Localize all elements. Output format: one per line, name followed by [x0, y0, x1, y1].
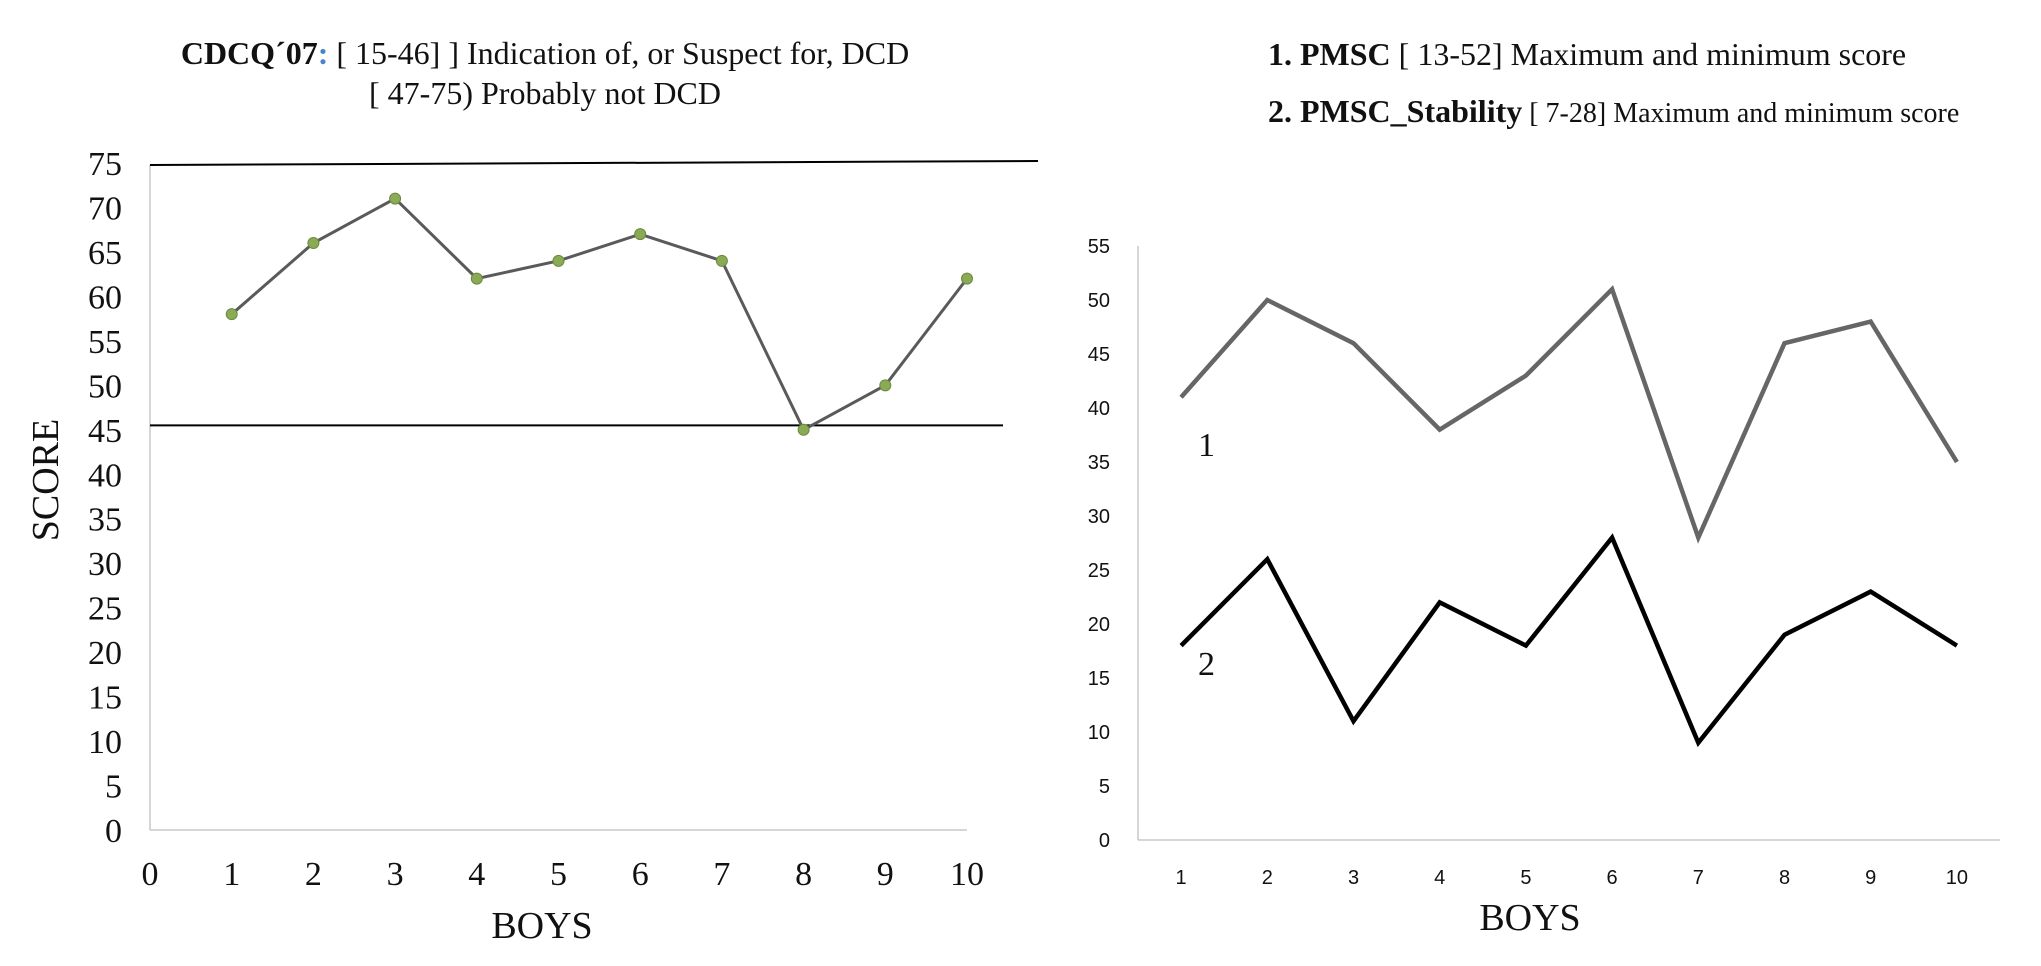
left-x-tick-label: 10 [950, 856, 984, 893]
left-y-axis-label: SCORE [25, 419, 67, 541]
right-x-tick-label: 9 [1865, 867, 1876, 889]
left-x-tick-label: 0 [142, 856, 159, 893]
left-x-tick-label: 9 [877, 856, 894, 893]
right-y-tick-label: 30 [1088, 506, 1110, 528]
left-y-tick-label: 55 [88, 324, 122, 361]
left-x-axis-label: BOYS [491, 905, 592, 947]
left-data-point [552, 254, 565, 267]
right-series-label-1: 1 [1198, 427, 1215, 464]
left-title-line-1-bold: CDCQ´07 [181, 35, 318, 71]
right-x-tick-label: 10 [1946, 867, 1968, 889]
left-y-tick-label: 50 [88, 368, 122, 405]
left-data-point [389, 192, 402, 205]
right-y-tick-label: 20 [1088, 614, 1110, 636]
left-x-tick-label: 7 [713, 856, 730, 893]
right-series-line-1 [1179, 285, 1959, 544]
left-data-point [225, 308, 238, 321]
left-y-tick-label: 0 [105, 813, 122, 850]
left-data-point [634, 228, 647, 241]
right-x-tick-label: 6 [1607, 867, 1618, 889]
right-y-tick-label: 50 [1088, 290, 1110, 312]
right-title-line-2: 2. PMSC_Stability [ 7-28] Maximum and mi… [1268, 93, 1959, 129]
right-series-labels: 12 [1198, 427, 1215, 683]
right-title-line-1-rest: [ 13-52] Maximum and minimum score [1391, 36, 1906, 72]
left-data-point [879, 379, 892, 392]
left-x-tick-label: 3 [387, 856, 404, 893]
right-y-tick-label: 45 [1088, 344, 1110, 366]
right-title-line-1-bold: 1. PMSC [1268, 36, 1391, 72]
right-x-tick-label: 2 [1262, 867, 1273, 889]
right-y-tick-label: 35 [1088, 452, 1110, 474]
right-title-line-1: 1. PMSC [ 13-52] Maximum and minimum sco… [1268, 36, 1906, 72]
right-x-tick-label: 4 [1434, 867, 1445, 889]
left-x-tick-label: 1 [223, 856, 240, 893]
right-y-tick-label: 55 [1088, 236, 1110, 258]
left-x-tick-label: 5 [550, 856, 567, 893]
right-x-axis-label: BOYS [1479, 897, 1580, 939]
left-y-tick-label: 70 [88, 190, 122, 227]
left-y-tick-label: 35 [88, 502, 122, 539]
left-y-tick-label: 15 [88, 680, 122, 717]
right-y-tick-label: 15 [1088, 668, 1110, 690]
right-x-tick-label: 7 [1693, 867, 1704, 889]
left-x-tick-label: 2 [305, 856, 322, 893]
left-x-tick-label: 8 [795, 856, 812, 893]
left-upper-reference-line [149, 160, 1039, 166]
right-y-tick-label: 25 [1088, 560, 1110, 582]
left-title-line-1: CDCQ´07: [ 15-46] ] Indication of, or Su… [181, 35, 909, 71]
left-y-tick-label: 25 [88, 591, 122, 628]
right-series-label-2: 2 [1198, 646, 1215, 683]
right-series-line-2 [1179, 533, 1959, 748]
right-x-tick-label: 3 [1348, 867, 1359, 889]
left-data-point [307, 237, 320, 250]
left-reference-lines [149, 160, 1039, 427]
right-y-tick-label: 0 [1099, 830, 1110, 852]
left-title-line-1-rest: [ 15-46] ] Indication of, or Suspect for… [328, 35, 909, 71]
left-y-tick-label: 5 [105, 769, 122, 806]
left-y-tick-label: 40 [88, 457, 122, 494]
right-chart: 1. PMSC [ 13-52] Maximum and minimum sco… [1088, 36, 2000, 939]
left-plot-area [225, 192, 973, 436]
right-x-tick-label: 1 [1176, 867, 1187, 889]
left-x-tick-label: 6 [632, 856, 649, 893]
right-x-tick-labels: 1 2 3 4 5 6 7 8 9 10 [1176, 867, 1968, 889]
left-y-tick-label: 75 [88, 146, 122, 183]
left-y-tick-label: 30 [88, 546, 122, 583]
right-plot-area [1179, 285, 1959, 748]
left-axes [149, 165, 967, 831]
left-series-line [230, 196, 969, 432]
left-y-tick-label: 10 [88, 724, 122, 761]
left-y-tick-label: 60 [88, 279, 122, 316]
right-x-tick-label: 5 [1520, 867, 1531, 889]
left-data-point [797, 423, 810, 436]
left-x-tick-labels: 0 1 2 3 4 5 6 7 8 9 10 [142, 856, 985, 893]
right-x-tick-label: 8 [1779, 867, 1790, 889]
right-y-tick-label: 10 [1088, 722, 1110, 744]
left-data-point [961, 272, 973, 285]
left-y-tick-labels: 0 5 10 15 20 25 30 35 40 45 50 55 60 65 70 75 [88, 146, 122, 850]
left-y-tick-label: 20 [88, 635, 122, 672]
left-data-point [470, 272, 483, 285]
left-y-tick-label: 65 [88, 235, 122, 272]
left-y-tick-label: 45 [88, 413, 122, 450]
left-title-line-1-colon: : [318, 35, 329, 71]
right-axes [1137, 246, 2000, 841]
left-x-tick-label: 4 [468, 856, 485, 893]
left-title-line-2: [ 47-75) Probably not DCD [369, 75, 721, 111]
right-y-tick-labels: 0 5 10 15 20 25 30 35 40 45 50 55 [1088, 236, 1110, 852]
right-y-tick-label: 5 [1099, 776, 1110, 798]
right-y-tick-label: 40 [1088, 398, 1110, 420]
right-title-line-2-bold: 2. PMSC_Stability [1268, 93, 1522, 129]
left-data-point [715, 254, 728, 267]
right-title-line-2-rest: [ 7-28] Maximum and minimum score [1522, 98, 1959, 129]
left-chart: CDCQ´07: [ 15-46] ] Indication of, or Su… [25, 35, 1039, 947]
